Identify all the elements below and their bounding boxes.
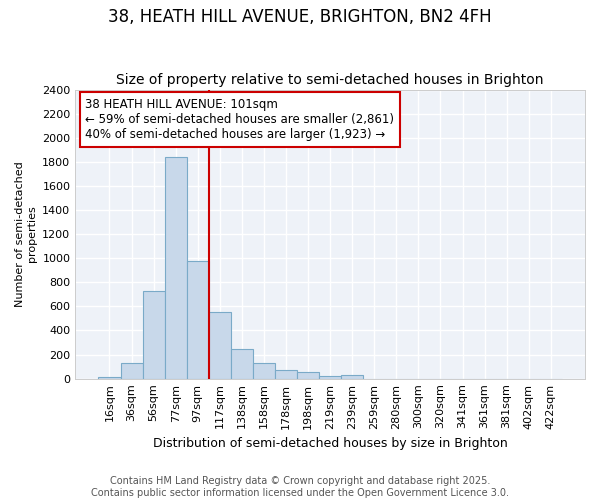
- Bar: [121, 363, 143, 378]
- Bar: [164, 157, 187, 378]
- Bar: [319, 376, 341, 378]
- Bar: [98, 377, 121, 378]
- Bar: [209, 312, 231, 378]
- Bar: [143, 290, 164, 378]
- Bar: [253, 363, 275, 378]
- Bar: [231, 348, 253, 378]
- Bar: [187, 260, 209, 378]
- Text: 38, HEATH HILL AVENUE, BRIGHTON, BN2 4FH: 38, HEATH HILL AVENUE, BRIGHTON, BN2 4FH: [108, 8, 492, 26]
- Y-axis label: Number of semi-detached
properties: Number of semi-detached properties: [15, 161, 37, 307]
- Bar: [341, 375, 363, 378]
- Text: 38 HEATH HILL AVENUE: 101sqm
← 59% of semi-detached houses are smaller (2,861)
4: 38 HEATH HILL AVENUE: 101sqm ← 59% of se…: [85, 98, 394, 141]
- Text: Contains HM Land Registry data © Crown copyright and database right 2025.
Contai: Contains HM Land Registry data © Crown c…: [91, 476, 509, 498]
- X-axis label: Distribution of semi-detached houses by size in Brighton: Distribution of semi-detached houses by …: [153, 437, 508, 450]
- Title: Size of property relative to semi-detached houses in Brighton: Size of property relative to semi-detach…: [116, 73, 544, 87]
- Bar: [275, 370, 297, 378]
- Bar: [297, 372, 319, 378]
